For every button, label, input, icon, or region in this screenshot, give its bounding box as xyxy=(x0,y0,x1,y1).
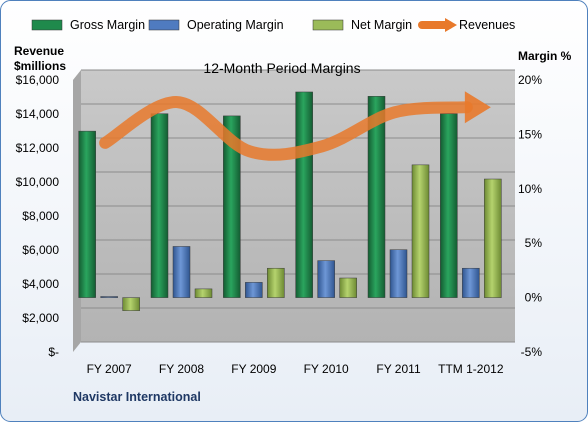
legend-swatch xyxy=(148,19,180,31)
gross-margin-bar xyxy=(440,113,458,298)
left-tick-label: $4,000 xyxy=(22,277,59,291)
category-label: FY 2010 xyxy=(304,362,349,376)
revenue-arrowhead xyxy=(464,91,491,124)
operating-margin-bar xyxy=(462,267,480,298)
operating-margin-bar xyxy=(100,296,118,298)
gross-margin-bar xyxy=(367,96,386,298)
chart-title: 12-Month Period Margins xyxy=(203,60,360,76)
category-label: TTM 1-2012 xyxy=(438,362,504,376)
operating-margin-bar xyxy=(172,246,191,298)
gross-margin-bar xyxy=(78,130,96,298)
operating-margin-bar xyxy=(389,249,408,298)
left-tick-label: $12,000 xyxy=(16,141,60,155)
right-axis-title: Margin % xyxy=(518,49,572,63)
category-label: FY 2011 xyxy=(376,362,421,376)
right-tick-label: 10% xyxy=(518,182,542,196)
left-tick-label: $2,000 xyxy=(22,311,59,325)
bar-layer xyxy=(78,91,502,311)
legend-swatch xyxy=(31,19,63,31)
left-tick-label: $16,000 xyxy=(16,73,60,87)
category-label: FY 2008 xyxy=(159,362,204,376)
net-margin-bar xyxy=(267,267,285,298)
legend-label: Gross Margin xyxy=(70,18,145,32)
legend-label: Operating Margin xyxy=(187,18,284,32)
gross-margin-bar xyxy=(150,113,169,298)
left-axis-title-line1: Revenue xyxy=(14,44,64,58)
legend-revenues-arrow xyxy=(445,18,457,32)
net-margin-bar xyxy=(339,277,357,298)
net-margin-bar xyxy=(122,297,140,311)
right-tick-label: 15% xyxy=(518,127,542,141)
category-label: FY 2007 xyxy=(87,362,132,376)
right-tick-label: -5% xyxy=(521,345,543,359)
gross-margin-bar xyxy=(295,91,313,298)
company-name: Navistar International xyxy=(73,390,201,404)
right-axis-ticks: 20% 15% 10% 5% 0% -5% xyxy=(518,73,542,359)
gross-margin-bar xyxy=(223,115,241,298)
category-label: FY 2009 xyxy=(231,362,276,376)
revenue-line-layer xyxy=(99,91,491,161)
left-tick-label: $8,000 xyxy=(22,209,59,223)
net-margin-bar xyxy=(194,288,213,298)
category-axis-labels: FY 2007 FY 2008 FY 2009 FY 2010 FY 2011 TTM 1… xyxy=(87,362,504,376)
left-tick-label: $14,000 xyxy=(16,107,60,121)
operating-margin-bar xyxy=(245,282,263,298)
left-tick-label: $6,000 xyxy=(22,243,59,257)
left-axis-ticks: $16,000 $14,000 $12,000 $10,000 $8,000 $6,000… xyxy=(16,73,60,359)
net-margin-bar xyxy=(411,164,430,298)
operating-margin-bar xyxy=(317,260,335,298)
net-margin-bar xyxy=(484,178,502,298)
left-axis-title-line2: $millions xyxy=(14,59,66,73)
revenue-line xyxy=(99,96,473,161)
legend-label: Revenues xyxy=(459,18,515,32)
legend-label: Net Margin xyxy=(351,18,412,32)
legend: Gross Margin Operating Margin Net Margin Re… xyxy=(31,18,515,32)
left-tick-label: $10,000 xyxy=(16,175,60,189)
legend-swatch xyxy=(312,19,344,31)
right-tick-label: 5% xyxy=(525,236,543,250)
left-tick-label: $- xyxy=(48,345,59,359)
right-tick-label: 20% xyxy=(518,73,542,87)
right-tick-label: 0% xyxy=(525,291,543,305)
